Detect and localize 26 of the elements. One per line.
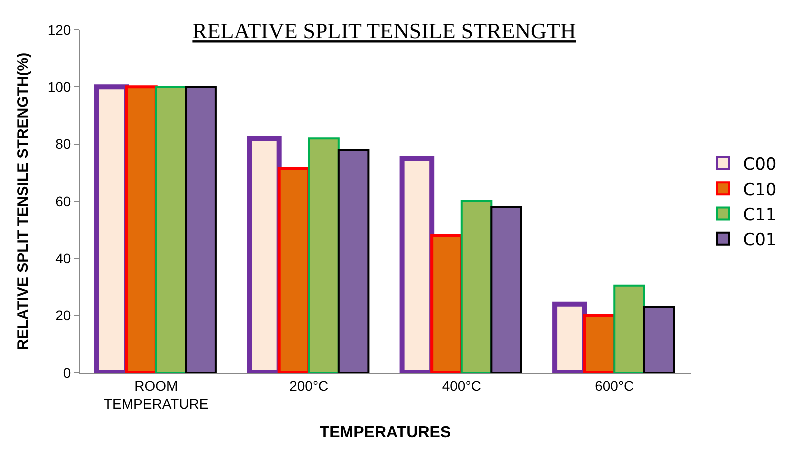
x-tick-label: 600°C [595,378,634,394]
bar [490,206,522,373]
bar [460,200,493,373]
bar [185,86,217,373]
bar [155,86,188,373]
bar [308,138,340,373]
bar [338,149,370,373]
y-tick-label: 120 [48,22,72,38]
y-tick-label: 0 [63,364,72,381]
legend-label: C00 [743,155,777,176]
legend-label: C11 [743,205,777,226]
x-tick-label: 200°C [290,378,329,394]
legend-label: C10 [743,180,777,200]
legend-label: C01 [743,230,777,250]
chart-title: RELATIVE SPLIT TENSILE STRENGTH [192,18,576,44]
y-tick-label: 100 [48,79,72,96]
x-tick-label: 400°C [442,378,482,394]
y-tick-label: 80 [56,136,72,152]
x-axis-title: TEMPERATURES [320,424,452,442]
bar [643,306,676,373]
y-tick-label: 60 [56,193,72,210]
y-tick-label: 40 [56,250,72,267]
x-tick-label: ROOM TEMPERATURE [104,378,209,412]
y-tick-label: 20 [56,308,72,324]
bar [614,284,646,373]
y-axis-title: RELATIVE SPLIT TENSILE STRENGTH(%) [15,52,32,350]
